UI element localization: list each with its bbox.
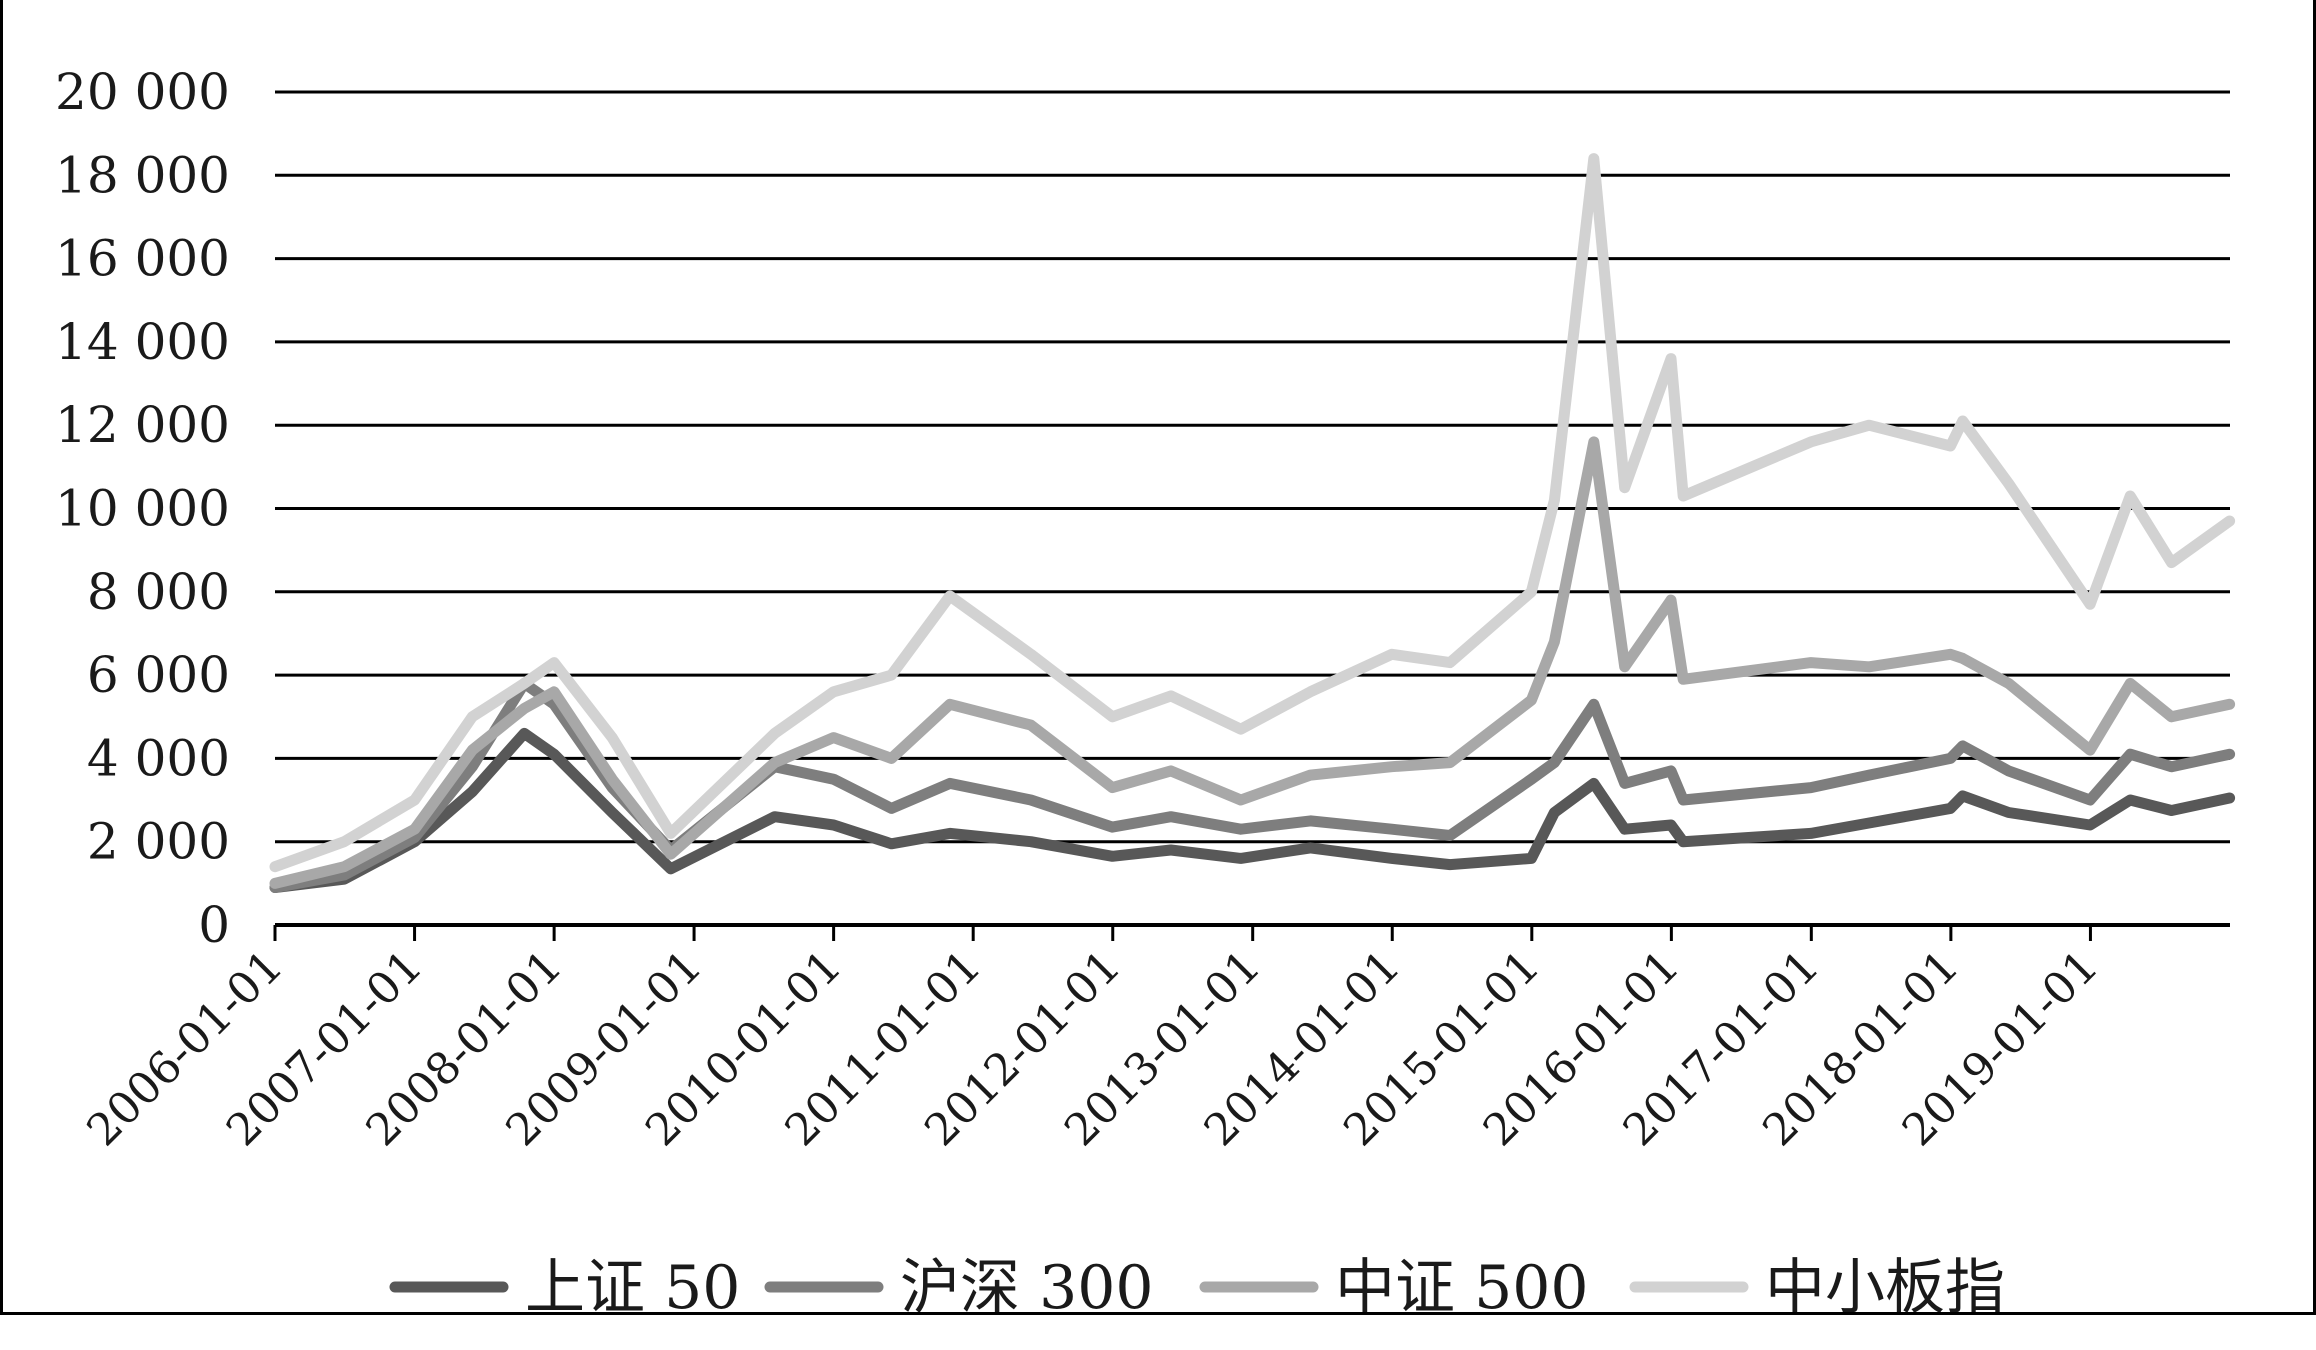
y-tick-label: 2 000 — [87, 813, 230, 871]
legend-label-0: 上证 50 — [525, 1253, 740, 1323]
series-line-3 — [269, 153, 2236, 873]
series-line-1 — [269, 677, 2236, 893]
y-tick-label: 14 000 — [55, 313, 230, 371]
legend-label-3: 中小板指 — [1765, 1253, 2005, 1323]
y-tick-label: 0 — [198, 896, 230, 954]
y-tick-label: 6 000 — [87, 646, 230, 704]
legend: 上证 50 沪深 300 中证 500 中小板指 — [389, 1253, 2005, 1323]
series-lines — [269, 153, 2236, 893]
y-tick-label: 16 000 — [55, 230, 230, 288]
y-tick-label: 20 000 — [55, 63, 230, 121]
y-tick-label: 8 000 — [87, 563, 230, 621]
y-tick-label: 12 000 — [55, 396, 230, 454]
gridlines — [275, 90, 2230, 844]
x-axis: 2006-01-012007-01-012008-01-012009-01-01… — [77, 923, 2230, 1156]
series-line-2 — [269, 436, 2236, 889]
bottom-edge — [0, 1312, 2316, 1350]
y-tick-label: 4 000 — [87, 729, 230, 787]
y-axis-ticks: 0 2 000 4 000 6 000 8 000 10 000 12 000 14 000 1… — [55, 63, 230, 954]
y-tick-label: 18 000 — [55, 146, 230, 204]
y-tick-label: 10 000 — [55, 480, 230, 538]
legend-label-1: 沪深 300 — [900, 1253, 1154, 1323]
series-line-0 — [269, 727, 2236, 893]
legend-label-2: 中证 500 — [1335, 1253, 1589, 1323]
